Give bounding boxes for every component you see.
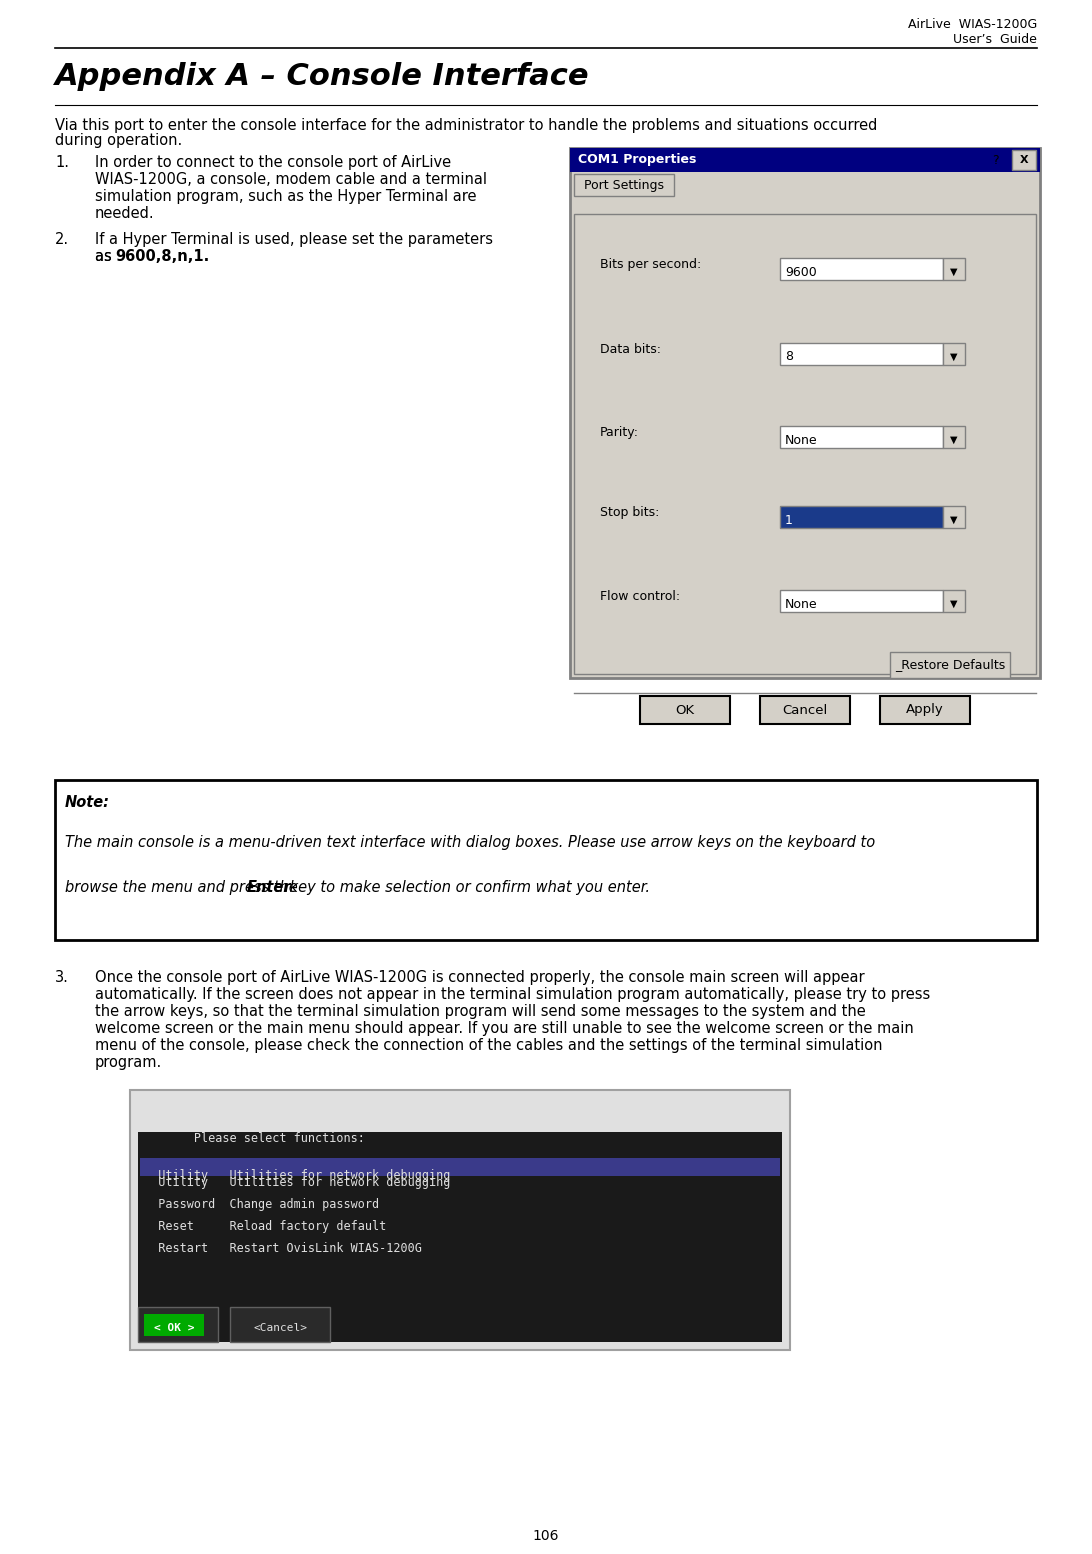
Bar [55,780,1037,940]
Text: Port Settings: Port Settings [584,179,664,191]
Text: < OK >: < OK > [154,1322,194,1333]
Bar [570,148,1040,678]
Text: Bits per second:: Bits per second: [600,258,701,270]
Text: ▼: ▼ [950,598,958,609]
Text: Flow control:: Flow control: [600,591,680,603]
Bar [138,1307,218,1343]
Text: Via this port to enter the console interface for the administrator to handle the: Via this port to enter the console inter… [55,118,877,134]
Text: The main console is a menu-driven text interface with dialog boxes. Please use a: The main console is a menu-driven text i… [66,834,876,850]
Text: 8: 8 [785,351,793,364]
Text: needed.: needed. [95,207,155,221]
Bar [760,696,850,724]
Bar [880,696,970,724]
Text: None: None [785,597,818,611]
Text: simulation program, such as the Hyper Terminal are: simulation program, such as the Hyper Te… [95,190,476,204]
Bar [780,507,943,528]
Text: User’s  Guide: User’s Guide [953,33,1037,47]
Bar [570,148,1040,172]
Text: browse the menu and press the: browse the menu and press the [66,880,302,895]
Text: WIAS-1200G, a console, modem cable and a terminal: WIAS-1200G, a console, modem cable and a… [95,172,487,186]
Text: during operation.: during operation. [55,134,182,148]
Bar [574,174,674,196]
Text: COM1 Properties: COM1 Properties [578,154,697,166]
Bar [1012,151,1036,169]
Text: Reset     Reload factory default: Reset Reload factory default [144,1220,387,1232]
Bar [780,426,943,448]
Text: Enter: Enter [247,880,292,895]
Text: Appendix A – Console Interface: Appendix A – Console Interface [55,62,590,92]
Bar [780,258,943,280]
Bar [943,591,965,612]
Text: Apply: Apply [906,704,943,716]
Bar [890,653,1010,678]
Text: ▼: ▼ [950,435,958,444]
Text: automatically. If the screen does not appear in the terminal simulation program : automatically. If the screen does not ap… [95,987,930,1002]
Bar [140,1158,780,1176]
Bar [138,1131,782,1343]
Bar [144,1315,204,1336]
Text: 9600: 9600 [785,266,817,278]
Text: 2.: 2. [55,232,69,247]
Text: Please select functions:: Please select functions: [144,1131,365,1145]
Text: Stop bits:: Stop bits: [600,507,660,519]
Text: ▼: ▼ [950,514,958,525]
Text: Restart   Restart OvisLink WIAS-1200G: Restart Restart OvisLink WIAS-1200G [144,1242,422,1256]
Text: welcome screen or the main menu should appear. If you are still unable to see th: welcome screen or the main menu should a… [95,1021,914,1037]
Bar [640,696,729,724]
Bar [943,258,965,280]
Text: X: X [1020,155,1029,165]
Text: key to make selection or confirm what you enter.: key to make selection or confirm what yo… [285,880,650,895]
Text: Note:: Note: [66,796,110,810]
Text: OK: OK [676,704,695,716]
Bar [230,1307,330,1343]
Bar [943,343,965,365]
Bar [943,426,965,448]
Bar [943,507,965,528]
Text: If a Hyper Terminal is used, please set the parameters: If a Hyper Terminal is used, please set … [95,232,492,247]
Bar [574,214,1036,674]
Text: ▼: ▼ [950,267,958,277]
Text: as: as [95,249,117,264]
Text: 9600,8,n,1.: 9600,8,n,1. [115,249,210,264]
Text: Data bits:: Data bits: [600,343,661,356]
Text: 1: 1 [785,513,793,527]
Text: Cancel: Cancel [782,704,828,716]
Text: ── OvisLink WIAS-1200G Basic Configuration ──: ── OvisLink WIAS-1200G Basic Configurati… [144,1110,479,1124]
Text: Password  Change admin password: Password Change admin password [144,1198,379,1211]
Text: Parity:: Parity: [600,426,639,438]
Text: program.: program. [95,1055,163,1071]
Text: ?: ? [992,154,998,166]
Text: Utility   Utilities for network debugging: Utility Utilities for network debugging [144,1176,450,1189]
Text: Utility   Utilities for network debugging: Utility Utilities for network debugging [144,1169,450,1183]
Text: 1.: 1. [55,155,69,169]
Bar [780,591,943,612]
Text: ▼: ▼ [950,353,958,362]
Text: None: None [785,434,818,446]
Text: AirLive  WIAS-1200G: AirLive WIAS-1200G [907,19,1037,31]
Text: menu of the console, please check the connection of the cables and the settings : menu of the console, please check the co… [95,1038,882,1054]
Text: Once the console port of AirLive WIAS-1200G is connected properly, the console m: Once the console port of AirLive WIAS-12… [95,970,865,985]
Bar [130,1089,790,1350]
Text: _Restore Defaults: _Restore Defaults [894,659,1005,671]
Bar [780,343,943,365]
Text: as: as [95,249,117,264]
Text: 106: 106 [533,1529,559,1543]
Text: In order to connect to the console port of AirLive: In order to connect to the console port … [95,155,451,169]
Text: the arrow keys, so that the terminal simulation program will send some messages : the arrow keys, so that the terminal sim… [95,1004,866,1019]
Text: <Cancel>: <Cancel> [253,1322,307,1333]
Text: 3.: 3. [55,970,69,985]
